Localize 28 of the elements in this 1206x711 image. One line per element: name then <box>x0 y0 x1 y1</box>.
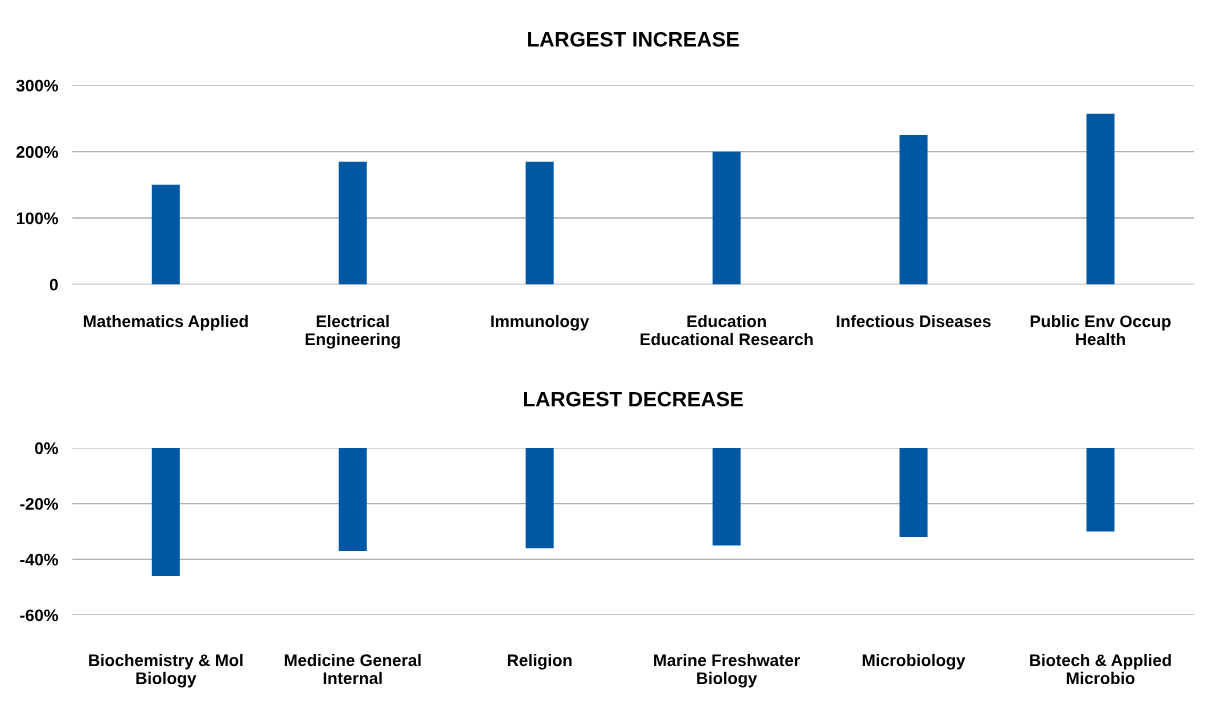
x-tick-label: Marine Freshwater Biology <box>654 653 800 688</box>
y-tick-label: 100% <box>16 212 59 225</box>
x-tick-label: Public Env Occup Health <box>1030 314 1171 346</box>
x-tick-label: Religion <box>507 653 572 670</box>
y-tick-label: 0% <box>35 442 59 455</box>
x-tick-label: Infectious Diseases <box>836 314 991 328</box>
y-tick-label: -60% <box>20 609 59 622</box>
x-tick-label: Biochemistry & Mol Biology <box>89 653 243 688</box>
bar <box>1086 113 1115 285</box>
x-tick-label: Electrical Engineering <box>305 314 400 349</box>
bar <box>899 135 928 285</box>
bar <box>151 184 180 285</box>
y-tick-label: 200% <box>16 146 59 158</box>
y-tick-label: -20% <box>20 498 59 510</box>
x-tick-label: Immunology <box>491 314 590 331</box>
x-tick-label: Biotech & Applied Microbio <box>1030 653 1171 685</box>
x-tick-label: Education Educational Research <box>640 314 813 346</box>
y-tick-label: 300% <box>16 79 59 92</box>
x-tick-label: Mathematics Applied <box>83 314 248 331</box>
chart-title: LARGEST DECREASE <box>524 391 743 407</box>
bar <box>712 151 741 285</box>
y-tick-label: 0 <box>49 278 58 291</box>
chart-title: LARGEST INCREASE <box>528 31 739 47</box>
y-tick-label: -40% <box>20 553 59 566</box>
bar <box>338 161 367 285</box>
bar <box>525 161 554 285</box>
x-tick-label: Medicine General Internal <box>284 653 421 685</box>
x-tick-label: Microbiology <box>862 653 966 670</box>
